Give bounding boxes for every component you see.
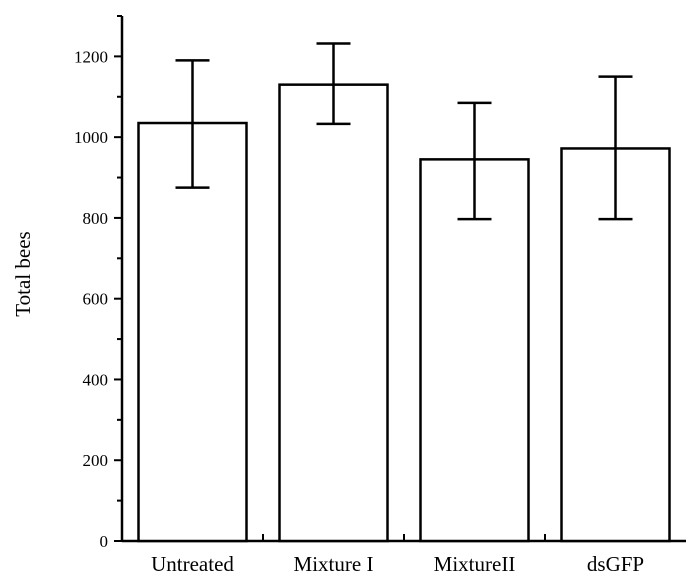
y-axis-label: Total bees: [11, 231, 35, 316]
x-tick-label: Mixture I: [294, 552, 374, 576]
bar-mixtureii: [419, 158, 530, 543]
y-tick-label: 0: [100, 532, 109, 551]
y-tick-label: 200: [83, 451, 109, 470]
x-tick-label: Untreated: [151, 552, 234, 576]
y-tick-label: 600: [83, 290, 109, 309]
x-tick-labels: Untreated Mixture I MixtureII dsGFP: [151, 552, 644, 576]
y-tick-label: 400: [83, 370, 109, 389]
x-tick-label: MixtureII: [434, 552, 516, 576]
y-ticks: 0 200 400 600 800 1000 1200: [74, 15, 122, 551]
bar-mixture-i: [278, 83, 389, 543]
y-tick-label: 800: [83, 209, 109, 228]
y-tick-label: 1200: [74, 47, 108, 66]
bars: [137, 83, 671, 543]
error-bars: [175, 42, 633, 221]
x-tick-label: dsGFP: [587, 552, 644, 576]
y-tick-label: 1000: [74, 128, 108, 147]
